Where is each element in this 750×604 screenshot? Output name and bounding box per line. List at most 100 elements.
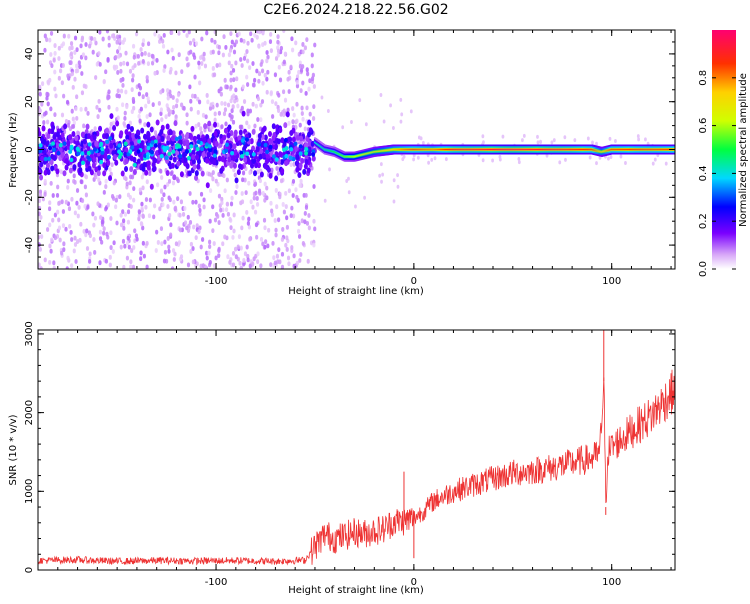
snr-ytick-label: 2000 bbox=[24, 400, 35, 425]
noise-cell bbox=[154, 248, 158, 253]
noise-cell bbox=[278, 194, 282, 200]
noise-cell bbox=[270, 99, 275, 105]
colorbar-tick-label: 0.4 bbox=[698, 165, 709, 181]
noise-cell bbox=[189, 249, 193, 254]
noise-cell bbox=[213, 217, 218, 223]
noise-cell bbox=[205, 157, 210, 164]
noise-cell bbox=[177, 52, 181, 58]
noise-cell bbox=[283, 97, 288, 103]
noise-speckle bbox=[106, 154, 111, 160]
noise-cell bbox=[239, 57, 243, 62]
noise-cell bbox=[234, 190, 238, 195]
noise-cell bbox=[279, 45, 284, 51]
noise-speckle bbox=[128, 149, 133, 154]
noise-cell bbox=[295, 118, 299, 124]
noise-cell bbox=[128, 68, 133, 74]
noise-cell bbox=[312, 116, 316, 121]
noise-cell bbox=[144, 204, 148, 210]
noise-cell bbox=[162, 32, 166, 38]
noise-cell bbox=[273, 72, 278, 78]
noise-cell bbox=[263, 40, 267, 46]
noise-cell bbox=[71, 116, 75, 122]
snr-ytick-label: 1000 bbox=[24, 479, 35, 504]
noise-cell bbox=[289, 213, 293, 219]
noise-cell bbox=[126, 209, 131, 215]
noise-cell bbox=[176, 160, 181, 167]
noise-cell bbox=[131, 264, 136, 269]
noise-cell bbox=[180, 102, 184, 108]
noise-cell bbox=[84, 192, 89, 198]
noise-cell bbox=[307, 86, 311, 92]
noise-cell bbox=[299, 135, 304, 142]
noise-cell bbox=[234, 95, 238, 100]
noise-cell bbox=[312, 184, 316, 189]
noise-cell bbox=[299, 178, 303, 184]
noise-cell bbox=[231, 104, 235, 110]
noise-cell bbox=[312, 242, 316, 248]
noise-cell bbox=[259, 102, 263, 108]
noise-cell bbox=[48, 243, 52, 249]
noise-cell bbox=[109, 113, 114, 120]
noise-cell bbox=[219, 138, 224, 145]
noise-cell bbox=[106, 58, 110, 63]
noise-cell bbox=[223, 127, 228, 134]
spectrogram-cells bbox=[38, 30, 675, 269]
noise-cell bbox=[86, 204, 90, 210]
noise-cell bbox=[402, 154, 406, 159]
noise-cell bbox=[256, 259, 260, 265]
noise-cell bbox=[289, 129, 294, 136]
noise-cell bbox=[226, 102, 231, 108]
noise-cell bbox=[89, 169, 94, 176]
noise-cell bbox=[68, 223, 72, 229]
noise-cell bbox=[598, 155, 602, 160]
noise-cell bbox=[252, 256, 256, 262]
noise-speckle bbox=[200, 146, 205, 152]
noise-cell bbox=[204, 265, 208, 269]
noise-cell bbox=[125, 181, 129, 187]
noise-cell bbox=[110, 194, 115, 199]
noise-cell bbox=[256, 169, 260, 175]
noise-cell bbox=[66, 184, 70, 190]
noise-cell bbox=[234, 254, 238, 260]
noise-cell bbox=[653, 157, 657, 162]
snr-frame bbox=[37, 329, 676, 571]
noise-cell bbox=[278, 77, 283, 83]
noise-cell bbox=[550, 140, 554, 145]
noise-cell bbox=[228, 47, 233, 53]
noise-cell bbox=[591, 140, 594, 145]
noise-cell bbox=[558, 160, 562, 165]
noise-cell bbox=[243, 156, 248, 163]
noise-cell bbox=[276, 108, 281, 113]
noise-cell bbox=[213, 130, 218, 137]
noise-cell bbox=[230, 114, 234, 120]
noise-cell bbox=[178, 212, 182, 218]
noise-cell bbox=[416, 155, 420, 160]
noise-cell bbox=[191, 153, 196, 160]
noise-cell bbox=[297, 221, 301, 226]
noise-cell bbox=[206, 151, 211, 158]
noise-cell bbox=[66, 178, 70, 184]
noise-cell bbox=[295, 83, 300, 89]
noise-cell bbox=[57, 217, 61, 223]
noise-cell bbox=[125, 240, 130, 246]
noise-cell bbox=[396, 173, 399, 178]
noise-cell bbox=[259, 263, 263, 269]
noise-cell bbox=[159, 111, 163, 117]
noise-cell bbox=[256, 251, 260, 257]
noise-speckle bbox=[81, 160, 86, 166]
noise-cell bbox=[217, 155, 222, 162]
noise-cell bbox=[294, 40, 298, 46]
noise-cell bbox=[201, 112, 206, 118]
noise-cell bbox=[253, 181, 258, 187]
noise-cell bbox=[207, 138, 212, 145]
noise-cell bbox=[91, 49, 95, 55]
noise-cell bbox=[364, 122, 368, 127]
noise-cell bbox=[53, 50, 57, 56]
noise-cell bbox=[72, 164, 77, 171]
noise-cell bbox=[70, 196, 74, 202]
noise-cell bbox=[175, 149, 180, 156]
noise-cell bbox=[248, 263, 252, 269]
noise-cell bbox=[52, 265, 56, 269]
noise-cell bbox=[257, 71, 262, 77]
